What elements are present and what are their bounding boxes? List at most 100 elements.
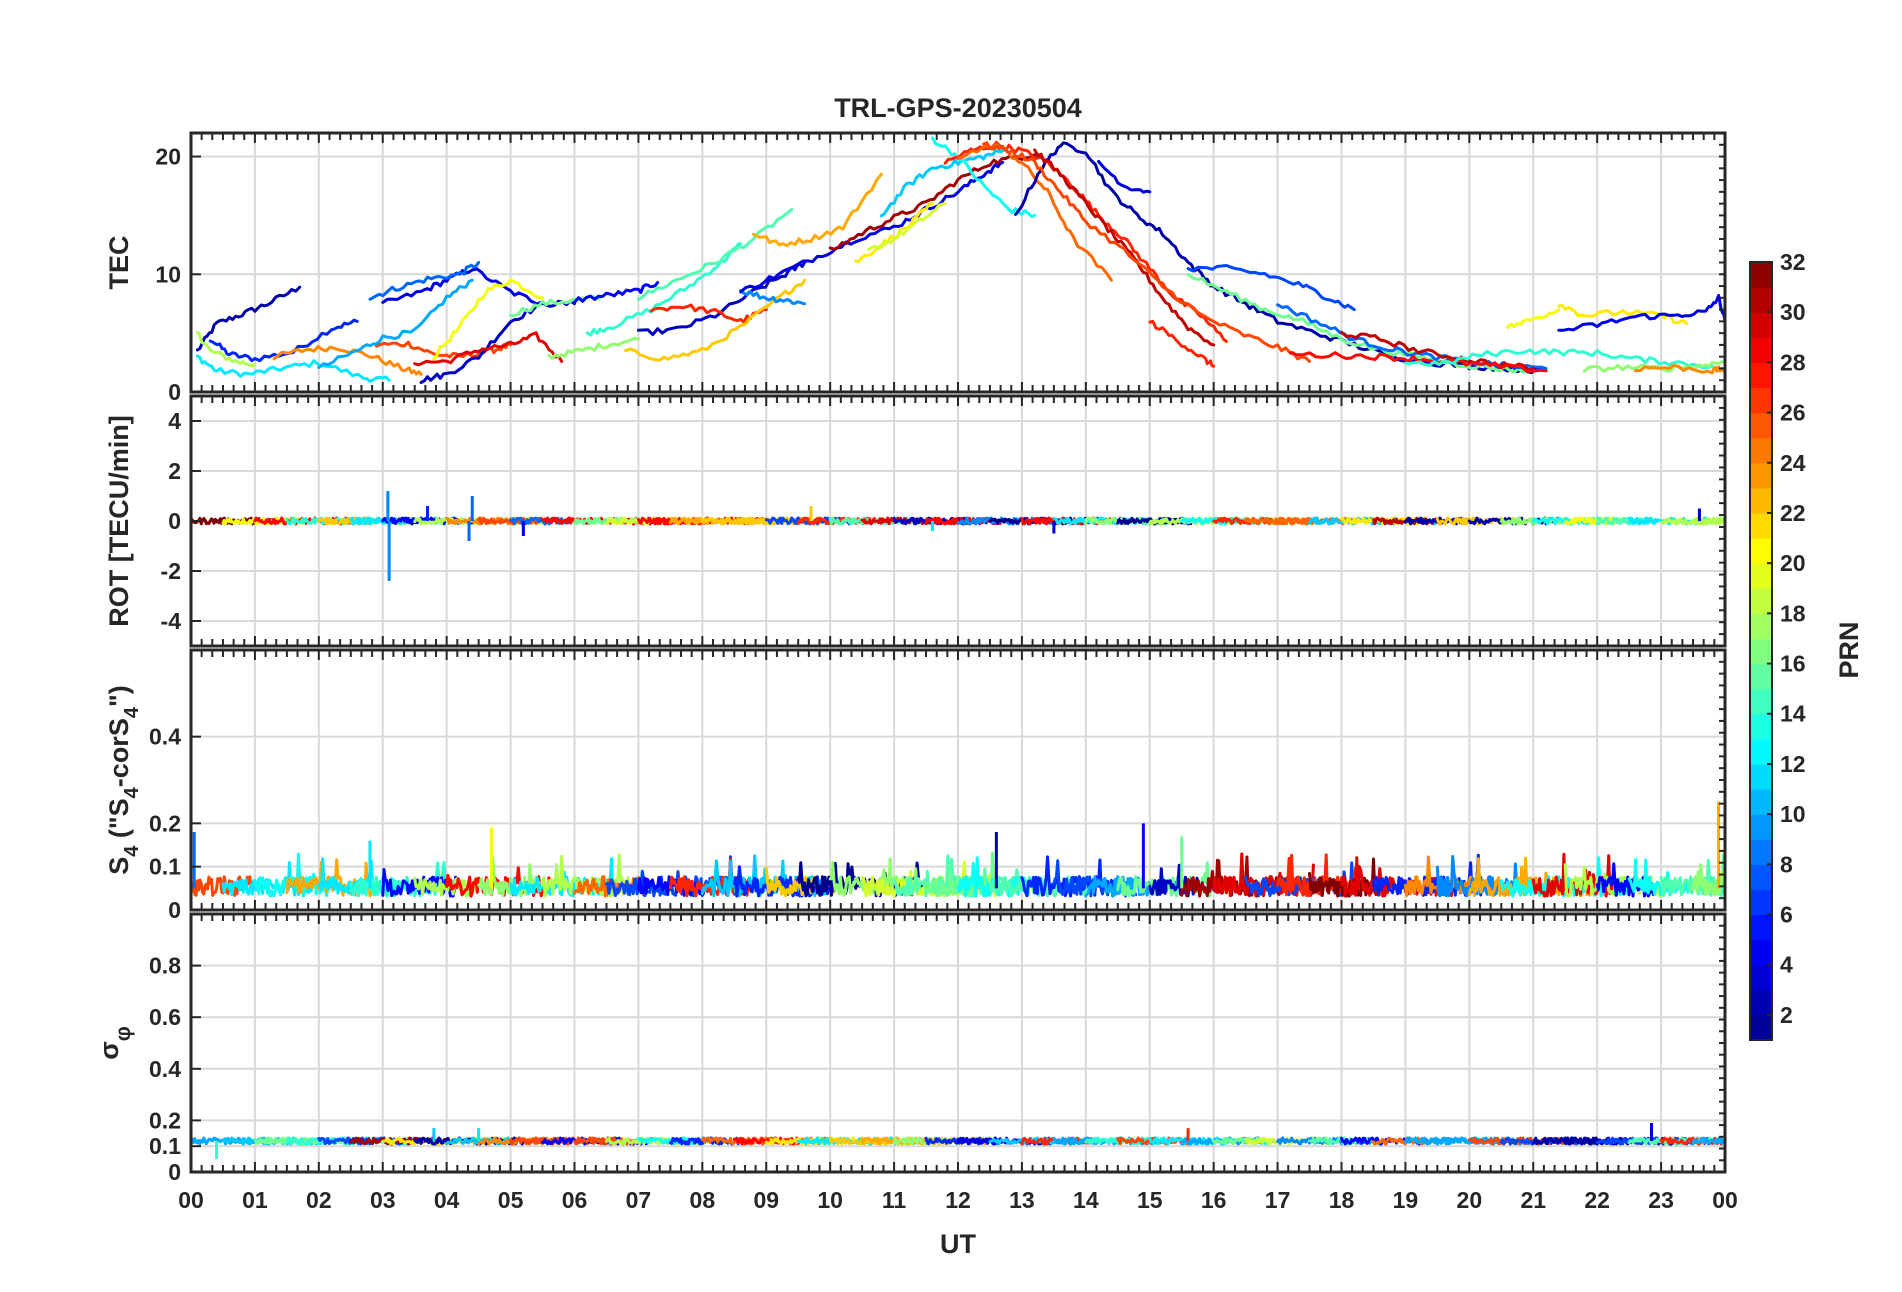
colorbar-swatch bbox=[1750, 588, 1772, 614]
rot-ytick-label: -4 bbox=[161, 608, 182, 634]
colorbar-swatch bbox=[1750, 1014, 1772, 1041]
tec-trace-prn-7 bbox=[1186, 264, 1356, 312]
tec-trace-prn-3 bbox=[419, 299, 576, 384]
colorbar-tick-label: 12 bbox=[1780, 751, 1806, 777]
colorbar-swatch bbox=[1750, 262, 1772, 288]
xtick-label: 08 bbox=[690, 1187, 716, 1213]
rot-ylabel: ROT [TECU/min] bbox=[104, 415, 134, 626]
rot-ytick-label: 4 bbox=[168, 408, 181, 434]
xtick-label: 20 bbox=[1457, 1187, 1483, 1213]
xtick-label: 14 bbox=[1073, 1187, 1099, 1213]
tec-trace-prn-8 bbox=[368, 261, 481, 301]
tec-trace-prn-12 bbox=[195, 354, 391, 383]
tec-trace-prn-30 bbox=[1033, 148, 1216, 347]
colorbar-swatch bbox=[1750, 864, 1772, 891]
tec-trace-prn-5 bbox=[573, 281, 660, 304]
xtick-label: 07 bbox=[626, 1187, 652, 1213]
tec-trace-prn-20 bbox=[1506, 308, 1561, 329]
colorbar-swatch bbox=[1750, 688, 1772, 715]
colorbar-swatch bbox=[1750, 638, 1772, 665]
xtick-label: 09 bbox=[753, 1187, 779, 1213]
x-axis-label: UT bbox=[940, 1229, 976, 1259]
xtick-label: 03 bbox=[370, 1187, 396, 1213]
chart-title: TRL-GPS-20230504 bbox=[834, 93, 1082, 123]
colorbar-swatch bbox=[1750, 763, 1772, 790]
xtick-label: 04 bbox=[434, 1187, 460, 1213]
colorbar-tick-label: 2 bbox=[1780, 1002, 1793, 1028]
colorbar-swatch bbox=[1750, 663, 1772, 690]
colorbar-tick-label: 8 bbox=[1780, 851, 1793, 877]
colorbar-swatch bbox=[1750, 889, 1772, 916]
colorbar-swatch bbox=[1750, 287, 1772, 313]
sigma-ytick-label: 0.8 bbox=[149, 953, 181, 979]
tec-trace-prn-16 bbox=[1186, 272, 1535, 374]
sigma-ytick-label: 0 bbox=[168, 1159, 181, 1185]
xtick-label: 21 bbox=[1520, 1187, 1546, 1213]
s4-trace bbox=[1659, 853, 1725, 898]
s4-ytick-label: 0.2 bbox=[149, 810, 181, 836]
rot-trace bbox=[1691, 516, 1725, 526]
tec-trace-prn-3 bbox=[636, 261, 807, 337]
tec-trace-prn-22 bbox=[624, 278, 807, 362]
sigma-panel: 00.10.2 0.4 0.6 0.8 σφ bbox=[94, 912, 1727, 1185]
colorbar-tick-label: 6 bbox=[1780, 902, 1793, 928]
s4-ylabel: S4 ("S4-corS4") bbox=[104, 685, 143, 875]
colorbar-swatch bbox=[1750, 437, 1772, 464]
tec-trace-prn-4 bbox=[739, 160, 1005, 294]
tec-grid bbox=[190, 133, 1726, 393]
sigma-ytick-label: 0.2 bbox=[149, 1107, 181, 1133]
colorbar-swatch bbox=[1750, 613, 1772, 640]
colorbar-tick-label: 28 bbox=[1780, 349, 1806, 375]
colorbar-swatch bbox=[1750, 789, 1772, 815]
colorbar-tick-label: 26 bbox=[1780, 400, 1806, 426]
colorbar-swatch bbox=[1750, 839, 1772, 865]
colorbar-tick-label: 16 bbox=[1780, 651, 1806, 677]
s4-grid bbox=[190, 650, 1726, 911]
s4-trace bbox=[413, 875, 477, 898]
tec-trace-prn-30 bbox=[1340, 330, 1535, 372]
tec-trace-prn-2 bbox=[195, 285, 302, 352]
tec-ytick-label: 20 bbox=[155, 144, 181, 170]
tec-trace-prn-10 bbox=[317, 278, 474, 369]
tec-minor-ticks bbox=[190, 132, 1726, 393]
xtick-label: 11 bbox=[882, 1187, 907, 1213]
s4-trace bbox=[1691, 863, 1725, 897]
tec-trace-prn-20 bbox=[432, 278, 544, 361]
tec-trace-prn-2 bbox=[1014, 141, 1548, 375]
colorbar-swatch bbox=[1750, 337, 1772, 363]
colorbar-swatch bbox=[1750, 814, 1772, 840]
rot-panel: -4 -2 0 2 4 ROT [TECU/min] bbox=[104, 394, 1727, 648]
tec-trace-prn-18 bbox=[195, 331, 257, 367]
colorbar-swatch bbox=[1750, 487, 1772, 514]
colorbar-swatch bbox=[1750, 387, 1772, 414]
tec-trace-prn-26 bbox=[982, 141, 1311, 363]
sigma-trace bbox=[253, 1136, 359, 1146]
colorbar-swatch bbox=[1750, 939, 1772, 966]
xtick-label: 13 bbox=[1009, 1187, 1035, 1213]
s4-trace bbox=[1212, 852, 1315, 898]
tec-trace-prn-17 bbox=[547, 336, 640, 360]
colorbar-swatch bbox=[1750, 312, 1772, 338]
rot-trace bbox=[477, 516, 543, 526]
xtick-label: 02 bbox=[306, 1187, 332, 1213]
tec-ytick-label: 10 bbox=[155, 261, 181, 287]
colorbar-tick-label: 32 bbox=[1780, 249, 1806, 275]
tec-trace-prn-24 bbox=[1634, 363, 1725, 375]
tec-trace-prn-4 bbox=[1097, 159, 1152, 194]
sigma-ylabel: σφ bbox=[94, 1026, 135, 1060]
tec-trace-prn-26 bbox=[374, 340, 513, 359]
sigma-trace bbox=[1372, 1136, 1433, 1146]
rot-ytick-label: 0 bbox=[168, 508, 181, 534]
xtick-label: 15 bbox=[1137, 1187, 1163, 1213]
s4-ytick-label: 0.1 bbox=[149, 854, 181, 880]
xtick-label: 06 bbox=[562, 1187, 588, 1213]
sigma-ytick-label: 0.6 bbox=[149, 1004, 181, 1030]
colorbar-swatch bbox=[1750, 412, 1772, 439]
rot-ytick-label: -2 bbox=[161, 558, 181, 584]
colorbar-label: PRN bbox=[1834, 621, 1864, 678]
tec-trace-prn-6 bbox=[208, 318, 359, 363]
tec-trace-prn-14 bbox=[1403, 347, 1714, 370]
tec-trace-prn-9 bbox=[739, 289, 807, 306]
xtick-label: 12 bbox=[945, 1187, 971, 1213]
